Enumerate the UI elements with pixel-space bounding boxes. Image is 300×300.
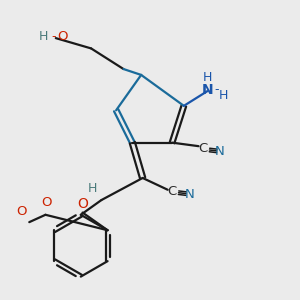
Text: H: H bbox=[219, 89, 229, 102]
Text: N: N bbox=[184, 188, 194, 201]
Text: N: N bbox=[215, 145, 225, 158]
Text: O: O bbox=[57, 30, 68, 43]
Text: O: O bbox=[41, 196, 52, 209]
Text: H: H bbox=[88, 182, 97, 195]
Text: C: C bbox=[167, 185, 177, 198]
Text: H: H bbox=[39, 30, 48, 43]
Text: O: O bbox=[77, 197, 88, 211]
Text: O: O bbox=[16, 205, 26, 218]
Text: -: - bbox=[52, 30, 56, 43]
Text: C: C bbox=[198, 142, 208, 155]
Text: H: H bbox=[203, 71, 212, 84]
Text: -: - bbox=[215, 83, 219, 96]
Text: N: N bbox=[202, 82, 213, 97]
